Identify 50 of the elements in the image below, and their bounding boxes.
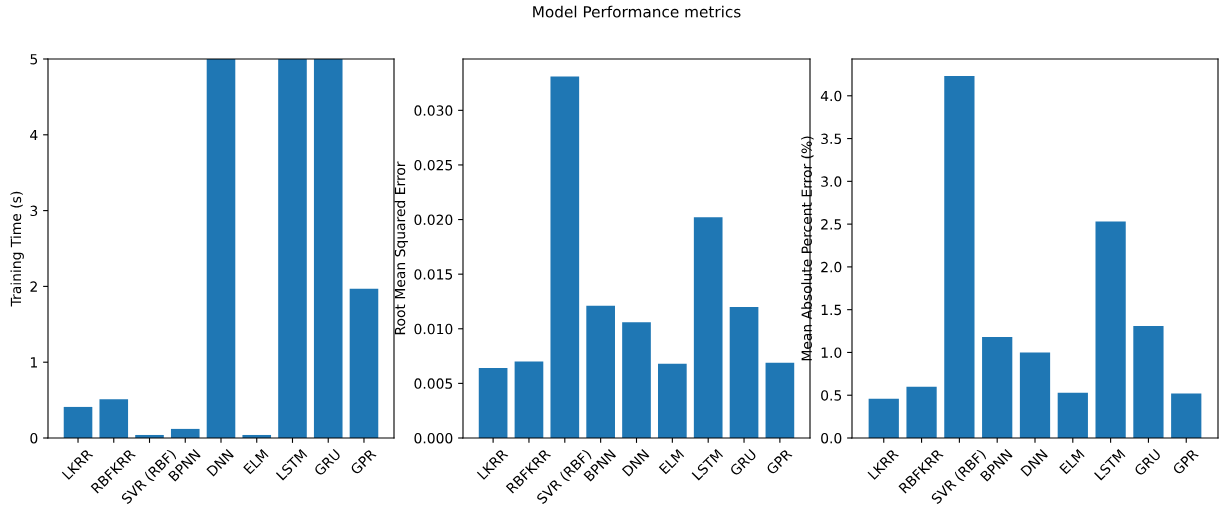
y-axis-title: Mean Absolute Percent Error (%) [801, 136, 814, 361]
y-tick-label: 5 [30, 54, 38, 65]
y-tick-label: 0.0 [821, 432, 842, 444]
bar [278, 59, 307, 438]
y-tick-label: 0.5 [821, 390, 842, 401]
y-tick-label: 0 [30, 432, 38, 444]
y-tick-label: 0.015 [414, 269, 453, 280]
bar [906, 386, 937, 438]
bar [622, 322, 651, 438]
y-tick-label: 0.020 [414, 214, 453, 226]
bar [944, 76, 975, 438]
bar [658, 363, 687, 438]
bar [868, 398, 899, 438]
bar [550, 76, 580, 438]
y-tick-label: 1.0 [821, 347, 842, 358]
y-axis-title: Training Time (s) [10, 191, 24, 307]
bar [514, 361, 544, 438]
bar [478, 368, 508, 438]
y-tick-label: 0.025 [414, 159, 453, 171]
y-tick-label: 3.5 [821, 133, 842, 145]
bar [1019, 352, 1051, 438]
bar [313, 59, 343, 438]
y-tick-label: 4 [30, 129, 38, 141]
bar [1057, 392, 1088, 438]
bar [765, 362, 795, 438]
bar [1095, 221, 1126, 438]
y-tick-label: 3.0 [821, 176, 842, 187]
bar [693, 217, 723, 438]
bar [99, 399, 129, 438]
bar [63, 406, 93, 438]
y-tick-label: 2.0 [821, 261, 842, 273]
y-tick-label: 4.0 [820, 90, 842, 102]
y-tick-label: 2.5 [821, 219, 842, 230]
bar [729, 306, 759, 438]
y-tick-label: 0.010 [414, 323, 453, 335]
y-tick-label: 0.030 [414, 105, 453, 116]
y-tick-label: 3 [30, 205, 38, 217]
bar [349, 288, 379, 438]
y-tick-label: 1 [30, 357, 37, 368]
y-tick-label: 0.000 [414, 432, 453, 444]
y-axis-title: Root Mean Squared Error [394, 161, 408, 335]
bar [1171, 393, 1202, 438]
y-tick-label: 0.005 [414, 378, 453, 389]
bar [206, 59, 236, 438]
chart-title: Model Performance metrics [533, 5, 741, 18]
y-tick-label: 2 [30, 281, 37, 292]
bar [586, 305, 615, 438]
bar [1133, 325, 1164, 438]
y-tick-label: 1.5 [821, 304, 842, 316]
bar [982, 337, 1013, 438]
